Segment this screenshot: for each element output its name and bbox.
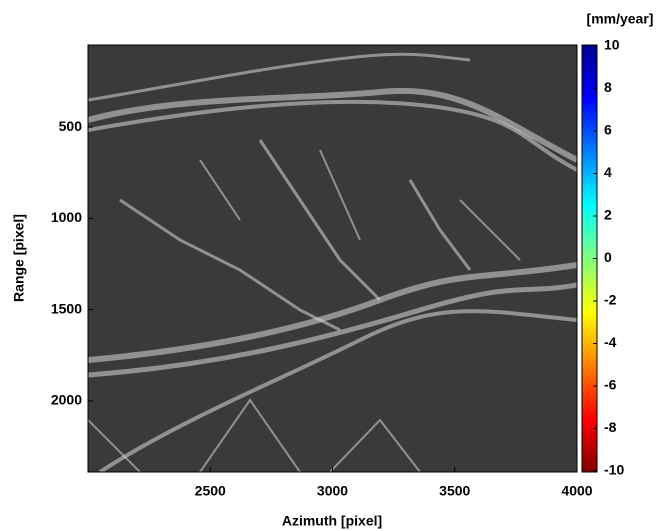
x-tick-label: 3000 bbox=[317, 483, 348, 499]
sar-image bbox=[88, 45, 577, 472]
colorbar-tick-label: -2 bbox=[604, 292, 617, 308]
x-axis-label: Azimuth [pixel] bbox=[282, 513, 382, 529]
colorbar-label: [mm/year] bbox=[587, 11, 654, 27]
y-axis-label: Range [pixel] bbox=[11, 214, 27, 302]
colorbar-tick-label: 10 bbox=[604, 37, 620, 53]
x-tick-label: 3500 bbox=[439, 483, 470, 499]
colorbar-tick-label: 8 bbox=[604, 79, 612, 95]
x-tick-label: 2500 bbox=[195, 483, 226, 499]
colorbar-tick-label: 2 bbox=[604, 207, 612, 223]
colorbar-tick-label: -6 bbox=[604, 377, 617, 393]
colorbar-tick-label: -4 bbox=[604, 334, 617, 350]
x-tick-label: 4000 bbox=[561, 483, 592, 499]
y-tick-label: 1000 bbox=[51, 209, 82, 225]
y-tick-label: 1500 bbox=[51, 300, 82, 316]
colorbar-tick-label: 4 bbox=[604, 164, 612, 180]
colorbar-tick-label: 6 bbox=[604, 122, 612, 138]
y-tick-label: 500 bbox=[59, 118, 83, 134]
colorbar-tick-label: -10 bbox=[604, 462, 624, 478]
colorbar-tick-label: -8 bbox=[604, 419, 617, 435]
colorbar-tick-label: 0 bbox=[604, 249, 612, 265]
y-tick-label: 2000 bbox=[51, 392, 82, 408]
